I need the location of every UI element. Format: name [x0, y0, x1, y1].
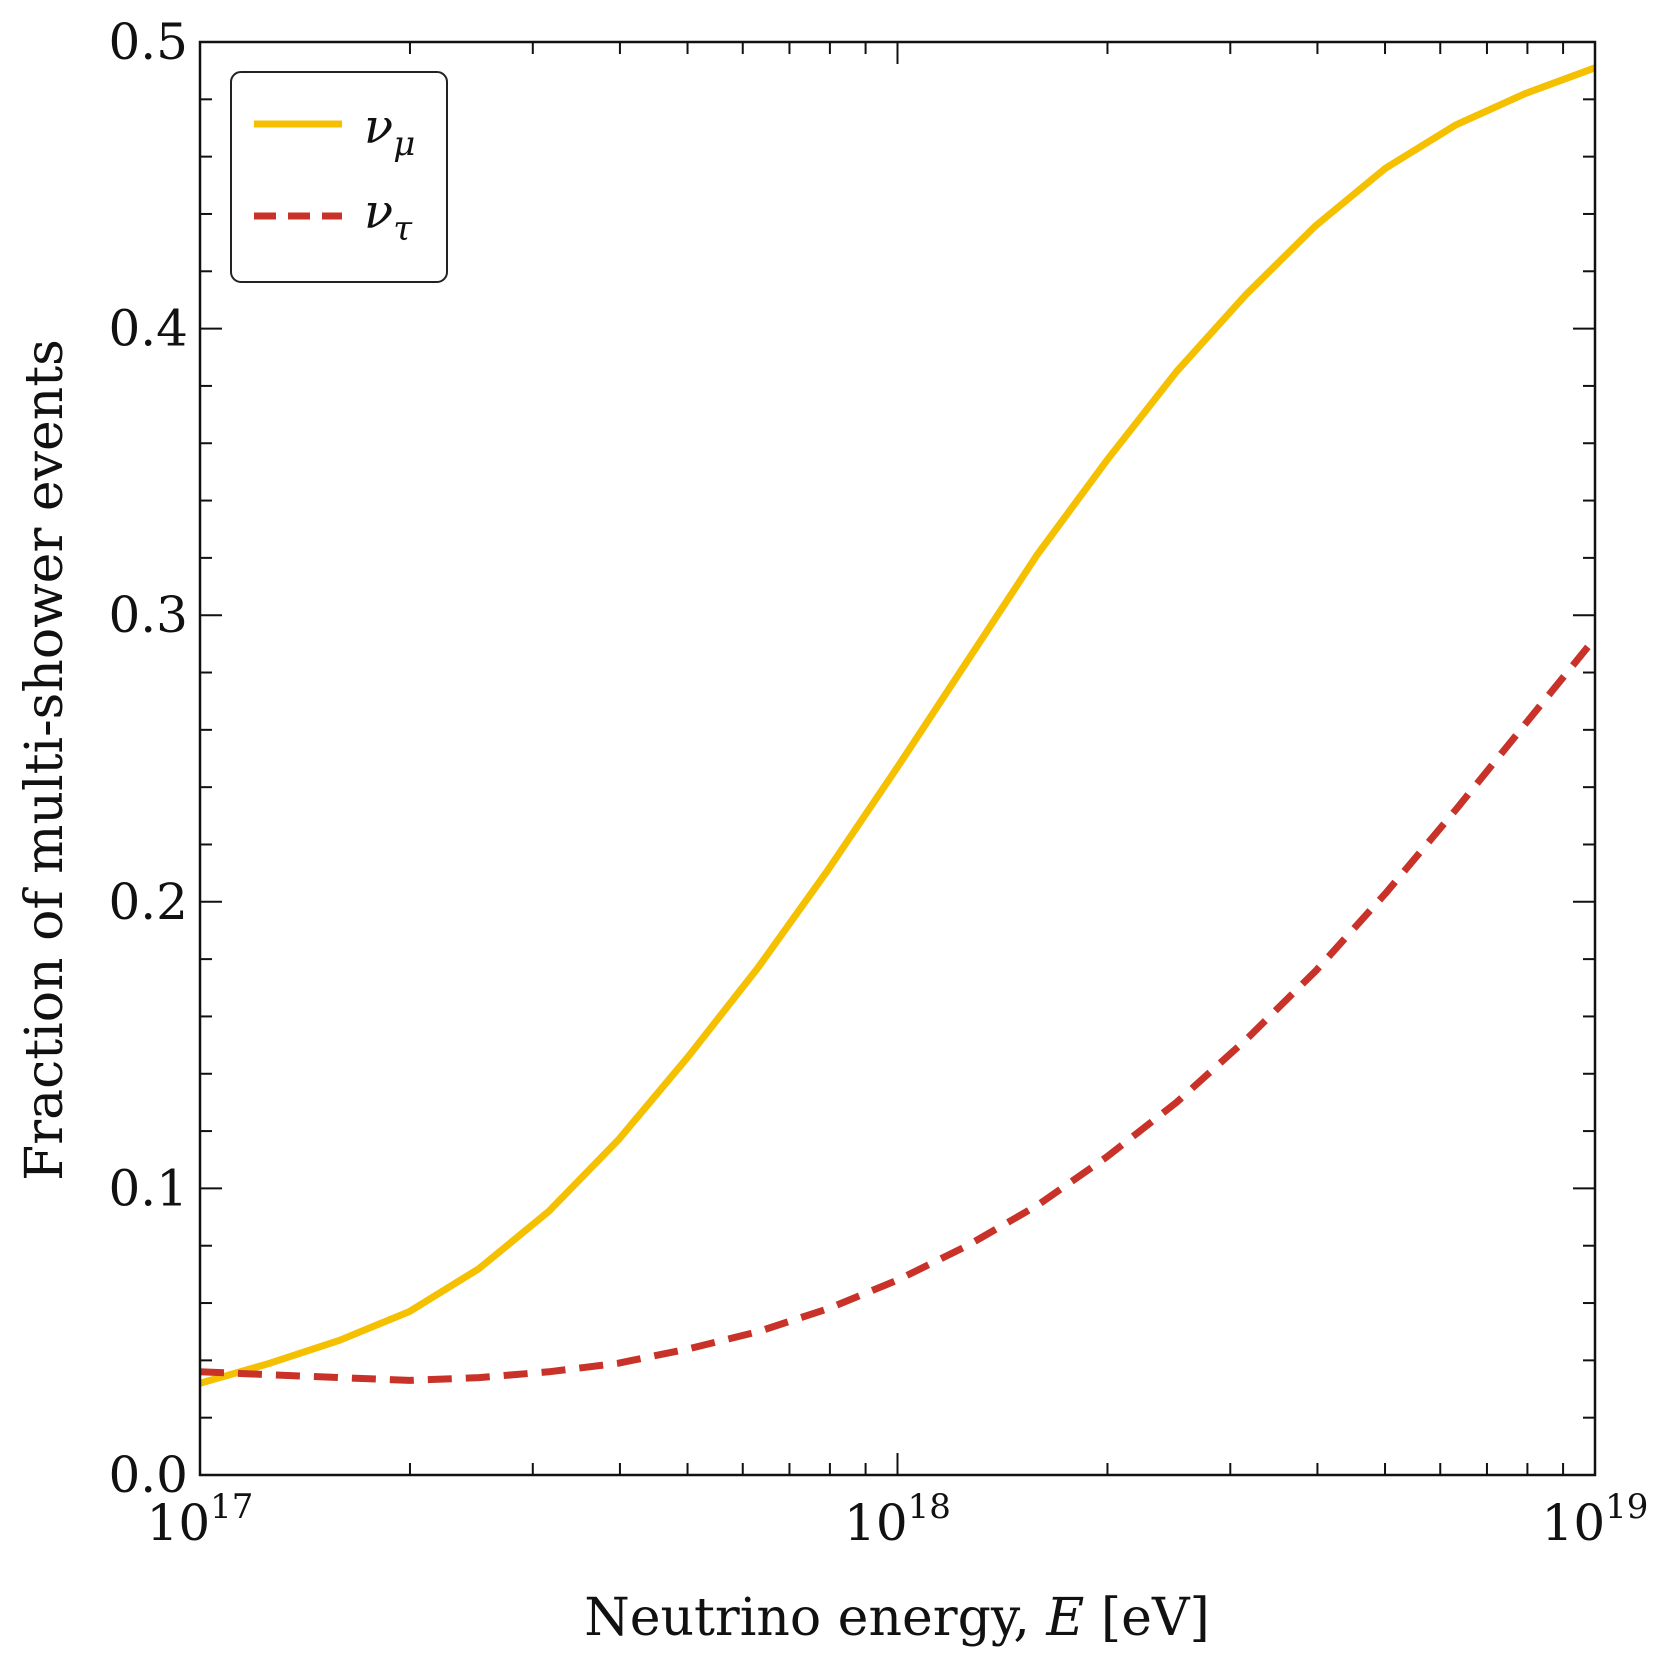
- y-axis-title: Fraction of multi-shower events: [15, 339, 75, 1181]
- x-tick-label: 1019: [1542, 1487, 1649, 1552]
- y-tick-label: 0.2: [108, 873, 188, 931]
- y-tick-label: 0.4: [108, 300, 188, 358]
- legend-box: [230, 71, 448, 283]
- y-tick-label: 0.3: [108, 586, 188, 644]
- tick-label-layer: 0.0 0.1 0.2 0.3 0.4 0.5 1017 1018 1019: [108, 13, 1648, 1552]
- y-tick-label: 0.5: [108, 13, 188, 71]
- series-layer: [199, 64, 1598, 1387]
- series-line-nu-mu: [199, 64, 1597, 1387]
- legend: νμ ντ: [230, 71, 448, 283]
- y-tick-label: 0.0: [108, 1446, 188, 1504]
- x-tick-label: 1018: [844, 1487, 951, 1552]
- legend-label-nu-mu: νμ: [364, 99, 415, 164]
- legend-label-nu-tau: ντ: [364, 184, 413, 249]
- series-line-nu-tau: [199, 635, 1598, 1384]
- y-tick-label: 0.1: [108, 1159, 188, 1217]
- x-axis-title: Neutrino energy, E [eV]: [584, 1588, 1210, 1648]
- plot-frame: [198, 40, 1597, 1477]
- x-tick-label: 1017: [147, 1487, 254, 1552]
